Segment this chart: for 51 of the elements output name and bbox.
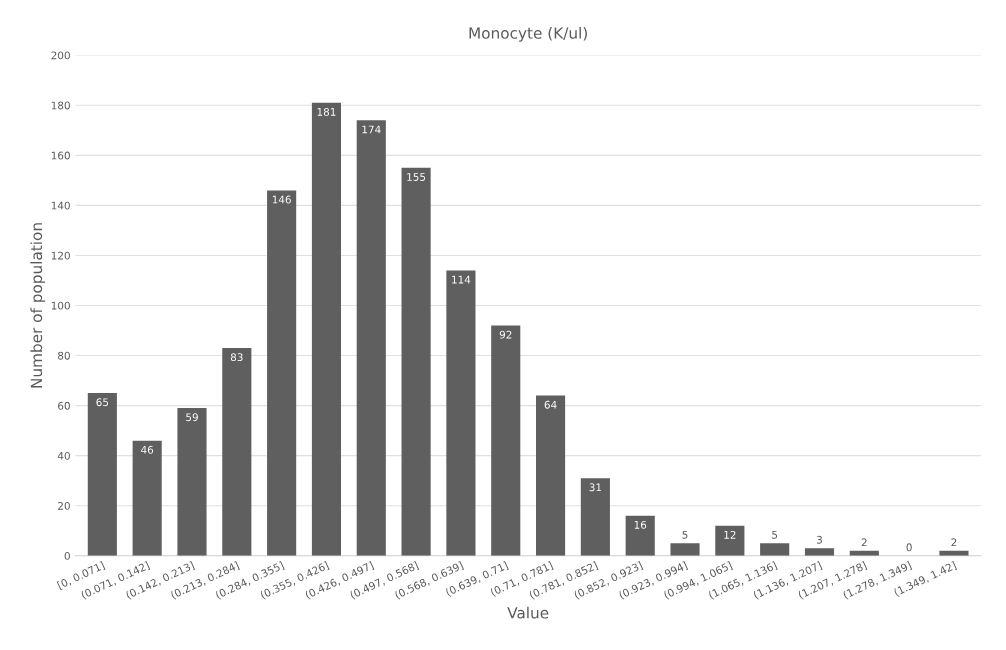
y-tick-label: 160 <box>51 151 70 160</box>
data-label: 181 <box>317 107 336 116</box>
bar <box>177 408 207 556</box>
data-label: 0 <box>906 543 912 552</box>
bar <box>491 325 521 556</box>
data-label: 64 <box>544 400 557 409</box>
y-tick-label: 60 <box>58 401 70 410</box>
bar <box>446 270 476 556</box>
bar <box>311 102 342 556</box>
data-label: 5 <box>682 530 688 539</box>
data-label: 114 <box>452 275 471 284</box>
y-tick-label: 100 <box>51 301 70 310</box>
y-tick-label: 20 <box>58 501 70 510</box>
data-label: 3 <box>816 535 822 544</box>
chart-title: Monocyte (K/ul) <box>469 26 587 42</box>
data-label: 2 <box>861 538 867 547</box>
y-tick-label: 80 <box>58 351 70 360</box>
data-label: 5 <box>772 530 778 539</box>
data-label: 2 <box>951 538 957 547</box>
bar <box>401 167 431 556</box>
data-label: 12 <box>724 530 736 539</box>
bar <box>222 348 252 556</box>
bar <box>715 525 745 556</box>
bar <box>132 440 162 556</box>
data-label: 16 <box>634 520 647 529</box>
data-label: 174 <box>362 125 381 134</box>
data-label: 146 <box>272 195 291 204</box>
x-axis-title: Value <box>507 606 549 619</box>
data-label: 155 <box>407 173 426 181</box>
bar <box>670 543 700 556</box>
y-tick-label: 200 <box>51 51 70 60</box>
bar <box>356 120 386 556</box>
y-tick-label: 140 <box>51 201 70 210</box>
y-axis-title: Number of population <box>30 223 46 388</box>
bar <box>625 515 655 556</box>
bar <box>267 190 297 556</box>
bar <box>760 543 790 556</box>
data-label: 83 <box>230 353 243 362</box>
bar <box>535 395 566 556</box>
data-label: 46 <box>141 445 154 454</box>
bar <box>580 478 610 556</box>
data-label: 92 <box>499 330 512 339</box>
data-label: 59 <box>186 413 198 422</box>
y-tick-label: 0 <box>64 551 70 560</box>
bar <box>804 548 835 556</box>
data-label: 31 <box>589 483 602 492</box>
y-tick-label: 180 <box>51 101 70 110</box>
y-tick-label: 40 <box>57 451 70 460</box>
y-tick-label: 120 <box>51 251 70 260</box>
data-label: 65 <box>96 398 109 407</box>
bar <box>87 393 117 556</box>
